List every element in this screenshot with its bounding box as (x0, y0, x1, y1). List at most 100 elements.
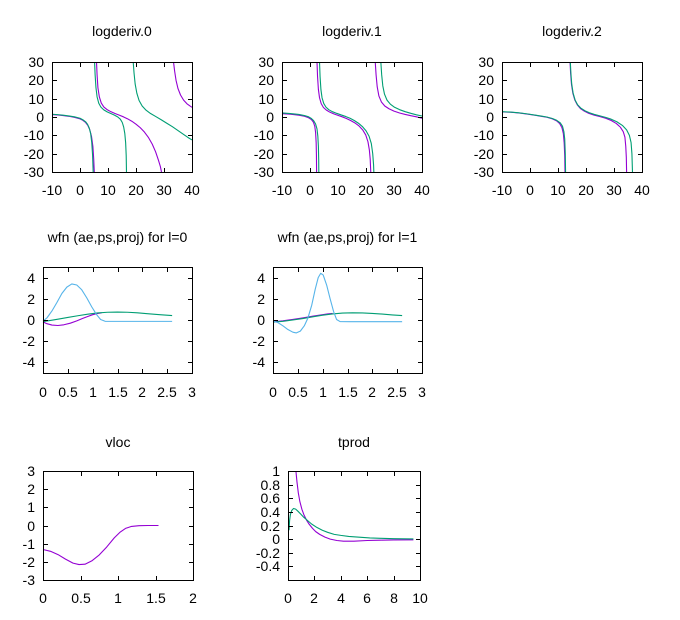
x-tick-label: 2.5 (387, 384, 407, 400)
x-tick-label: -10 (491, 182, 513, 198)
plot-border-2 (502, 62, 643, 173)
y-tick-label: 2 (257, 291, 265, 307)
x-tick-label: 40 (184, 182, 200, 198)
y-tick-label: 30 (258, 54, 274, 70)
x-tick-label: 0 (284, 590, 292, 606)
series-tprod2-plot6 (288, 507, 414, 540)
plot-border-3 (43, 267, 193, 374)
y-tick-label: 0.4 (260, 504, 280, 520)
x-tick-label: 30 (606, 182, 622, 198)
plot-border-1 (282, 62, 423, 173)
x-tick-label: 40 (414, 182, 430, 198)
y-tick-label: -20 (23, 146, 44, 162)
series-ae-plot2 (501, 111, 566, 173)
series-ps-plot2 (569, 61, 634, 173)
x-tick-label: 8 (390, 590, 398, 606)
y-tick-label: -4 (252, 354, 265, 370)
x-tick-label: 1.5 (108, 384, 128, 400)
y-tick-label: 3 (27, 463, 35, 479)
y-tick-label: 0 (27, 312, 35, 328)
series-ps-plot0 (51, 113, 94, 173)
x-tick-label: 10 (412, 590, 428, 606)
plot-border-4 (273, 267, 423, 374)
y-tick-label: -0.2 (255, 545, 280, 561)
x-tick-label: 20 (128, 182, 144, 198)
plot-title-wfn-l0: wfn (ae,ps,proj) for l=0 (47, 229, 188, 245)
y-tick-label: 30 (28, 54, 44, 70)
series-ae-plot2 (569, 61, 628, 173)
x-tick-label: 0 (269, 384, 277, 400)
x-tick-label: 10 (550, 182, 566, 198)
y-tick-label: 0 (266, 109, 274, 125)
x-tick-label: 0 (39, 590, 47, 606)
x-tick-label: -10 (271, 182, 293, 198)
x-tick-label: 2.5 (157, 384, 177, 400)
x-tick-label: 2 (368, 384, 376, 400)
x-tick-label: 0.5 (288, 384, 308, 400)
series-ps-plot4 (272, 312, 403, 323)
y-tick-label: -3 (22, 572, 35, 588)
y-tick-label: 30 (478, 54, 494, 70)
y-tick-label: 1 (27, 499, 35, 515)
plot-border-5 (43, 471, 194, 581)
plot-border-6 (288, 471, 421, 581)
plot-title-wfn-l1: wfn (ae,ps,proj) for l=1 (277, 229, 418, 245)
x-tick-label: 2 (138, 384, 146, 400)
y-tick-label: -4 (22, 354, 35, 370)
series-vloc-plot5 (42, 524, 159, 566)
x-tick-label: 40 (634, 182, 650, 198)
y-tick-label: 0 (257, 312, 265, 328)
series-tprod1-plot6 (295, 470, 414, 542)
series-ae-plot1 (316, 61, 372, 173)
y-tick-label: -0.4 (255, 558, 280, 574)
y-tick-label: 20 (478, 72, 494, 88)
x-tick-label: 2 (310, 590, 318, 606)
y-tick-label: 0.2 (260, 518, 280, 534)
y-tick-label: 20 (258, 72, 274, 88)
series-ae-plot0 (172, 61, 193, 108)
plot-title-tprod: tprod (338, 434, 370, 450)
x-tick-label: 20 (358, 182, 374, 198)
x-tick-label: 1 (114, 590, 122, 606)
y-tick-label: 2 (27, 291, 35, 307)
x-tick-label: 6 (363, 590, 371, 606)
y-tick-label: 0 (486, 109, 494, 125)
y-tick-label: -20 (253, 146, 274, 162)
x-tick-label: 4 (337, 590, 345, 606)
y-tick-label: -10 (23, 127, 44, 143)
y-tick-label: 2 (27, 481, 35, 497)
y-tick-label: 10 (28, 91, 44, 107)
y-tick-label: -10 (253, 127, 274, 143)
y-tick-label: -30 (23, 164, 44, 180)
plot-title-logderiv1: logderiv.1 (322, 23, 382, 39)
series-ae-plot0 (95, 61, 163, 173)
x-tick-label: 10 (330, 182, 346, 198)
x-tick-label: 10 (100, 182, 116, 198)
y-tick-label: 1 (272, 463, 280, 479)
x-tick-label: 1.5 (146, 590, 166, 606)
y-tick-label: 0.6 (260, 490, 280, 506)
series-ps-plot2 (501, 111, 567, 173)
x-tick-label: 1.5 (338, 384, 358, 400)
x-tick-label: -10 (41, 182, 63, 198)
series-ps-plot0 (132, 61, 193, 141)
x-tick-label: 1 (319, 384, 327, 400)
y-tick-label: 4 (257, 270, 265, 286)
y-tick-label: 0 (272, 531, 280, 547)
y-tick-label: 4 (27, 270, 35, 286)
y-tick-label: 10 (478, 91, 494, 107)
y-tick-label: -30 (253, 164, 274, 180)
series-ae-plot1 (281, 113, 318, 173)
plot-border-0 (52, 62, 193, 173)
y-tick-label: -2 (252, 333, 265, 349)
x-tick-label: 20 (578, 182, 594, 198)
x-tick-label: 3 (418, 384, 426, 400)
series-ae-plot1 (374, 61, 423, 119)
x-tick-label: 0.5 (71, 590, 91, 606)
x-tick-label: 0 (306, 182, 314, 198)
y-tick-label: 10 (258, 91, 274, 107)
y-tick-label: -1 (22, 536, 35, 552)
series-ps-plot3 (42, 311, 173, 323)
